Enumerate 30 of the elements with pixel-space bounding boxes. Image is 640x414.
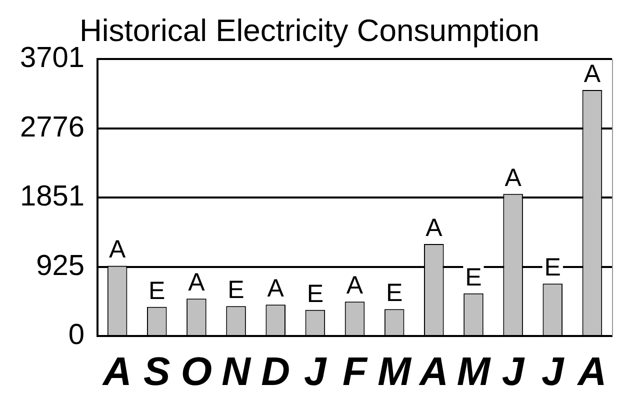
data-label: A bbox=[584, 60, 601, 88]
x-tick-label: J bbox=[502, 350, 525, 394]
data-label: A bbox=[504, 164, 522, 192]
x-tick-label: J bbox=[304, 350, 328, 394]
y-tick-label: 1851 bbox=[20, 180, 85, 213]
data-label: A bbox=[267, 274, 284, 303]
x-tick-label: S bbox=[144, 350, 171, 394]
data-label: A bbox=[346, 272, 364, 300]
data-label: E bbox=[386, 279, 403, 308]
y-tick-label: 0 bbox=[68, 319, 85, 351]
data-label: E bbox=[306, 280, 324, 308]
x-tick-label: N bbox=[222, 350, 252, 394]
x-tick-label: F bbox=[342, 350, 369, 394]
data-label: A bbox=[108, 236, 126, 264]
x-tick-label: D bbox=[261, 350, 290, 394]
data-label: E bbox=[228, 276, 244, 304]
data-label: A bbox=[426, 214, 443, 242]
x-tick-label: J bbox=[542, 350, 565, 394]
x-tick-label: A bbox=[102, 350, 132, 394]
x-tick-label: A bbox=[576, 350, 607, 394]
x-tick-label: A bbox=[418, 350, 448, 394]
data-label: A bbox=[188, 268, 206, 297]
y-tick-label: 2776 bbox=[20, 111, 85, 144]
data-label: E bbox=[544, 254, 561, 282]
data-label: E bbox=[465, 263, 482, 292]
x-tick-label: M bbox=[456, 350, 492, 394]
x-tick-label: O bbox=[180, 350, 212, 394]
y-tick-label: 925 bbox=[36, 250, 85, 282]
data-label: E bbox=[148, 276, 166, 305]
x-tick-label: M bbox=[378, 350, 413, 394]
